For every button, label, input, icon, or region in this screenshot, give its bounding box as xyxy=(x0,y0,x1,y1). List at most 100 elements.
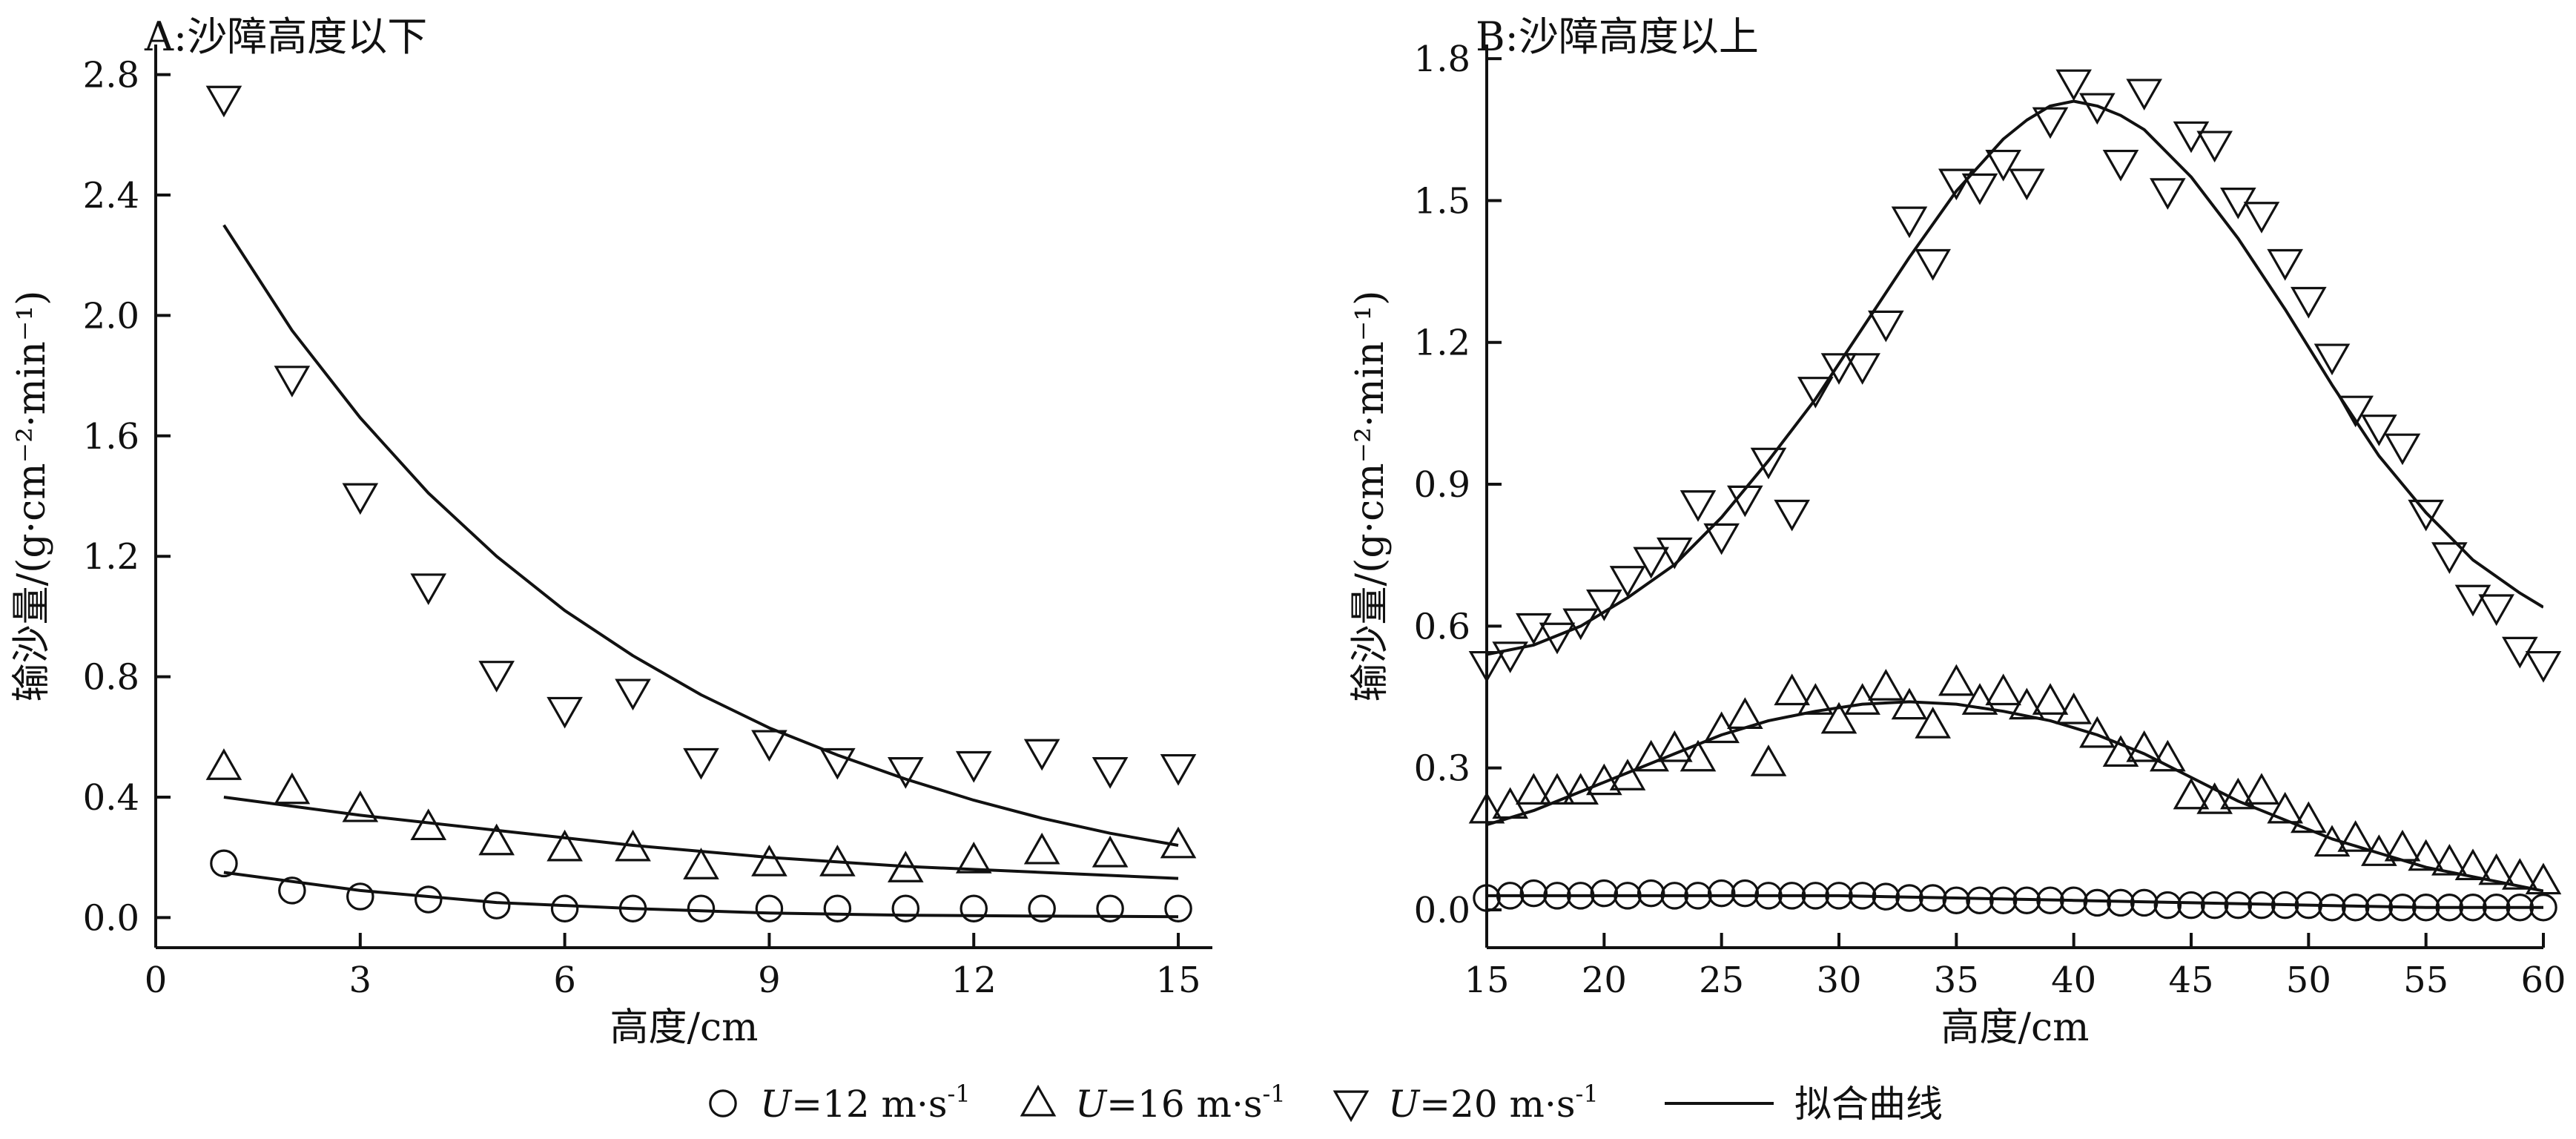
x-tick-label: 15 xyxy=(1464,960,1509,1001)
data-point-circle xyxy=(1848,882,1877,910)
legend-label: U=20 m·s-1 xyxy=(1388,1080,1599,1126)
x-tick-label: 15 xyxy=(1155,960,1201,1001)
data-point-triangle-down xyxy=(2102,149,2139,182)
data-point-triangle-down xyxy=(1160,753,1197,786)
data-point-circle xyxy=(1566,882,1595,910)
x-tick-label: 45 xyxy=(2168,960,2213,1001)
data-point-triangle-up xyxy=(2102,735,2139,767)
data-point-triangle-up xyxy=(615,829,651,862)
data-point-triangle-up xyxy=(546,829,583,862)
data-point-circle xyxy=(1966,886,1994,914)
y-tick-label: 1.8 xyxy=(1414,39,1470,80)
data-point-triangle-down xyxy=(2150,178,2186,210)
data-point-circle xyxy=(2435,894,2464,922)
y-tick-label: 0.0 xyxy=(1414,890,1470,931)
data-point-circle xyxy=(346,882,374,911)
data-point-triangle-down xyxy=(2196,131,2233,163)
data-point-circle xyxy=(1590,879,1619,908)
y-axis-label: 输沙量/(g·cm⁻²·min⁻¹) xyxy=(1348,291,1393,702)
y-tick-label: 2.0 xyxy=(83,295,139,337)
data-point-triangle-up xyxy=(1657,730,1693,762)
data-point-circle xyxy=(2248,891,2276,920)
fit-curve xyxy=(1487,99,2543,656)
y-tick-label: 1.2 xyxy=(1414,323,1470,364)
data-point-triangle-down xyxy=(205,85,242,118)
data-point-circle xyxy=(823,894,852,922)
x-tick-label: 25 xyxy=(1699,960,1744,1001)
panel-a-chart: 0.0 0.4 0.8 1.2 1.6 2.0 2.4 2.8 0 3 6 9 12 15 A:沙障高度以下… xyxy=(10,13,1212,1050)
data-point-triangle-up xyxy=(2150,739,2186,772)
data-point-triangle-down xyxy=(1774,499,1810,532)
data-point-triangle-down xyxy=(2009,168,2045,201)
x-tick-label: 6 xyxy=(553,960,576,1001)
data-point-circle xyxy=(414,885,443,914)
data-point-circle xyxy=(2270,891,2299,920)
data-point-circle xyxy=(755,894,784,922)
x-tick-label: 30 xyxy=(1816,960,1861,1001)
data-point-triangle-down xyxy=(615,679,651,711)
data-point-circle xyxy=(1684,882,1712,910)
data-point-circle xyxy=(550,894,579,922)
y-tick-label: 0.4 xyxy=(83,777,139,819)
data-point-triangle-up xyxy=(1985,673,2021,706)
fit-curve xyxy=(223,796,1179,880)
y-tick-label: 0.8 xyxy=(83,657,139,699)
data-point-circle xyxy=(1637,879,1665,908)
data-point-circle xyxy=(2529,894,2557,922)
data-point-triangle-up xyxy=(1562,773,1599,805)
data-point-circle xyxy=(1872,882,1900,911)
data-point-circle xyxy=(1614,882,1642,910)
data-point-triangle-down xyxy=(1820,353,1857,385)
data-point-circle xyxy=(1496,882,1525,910)
x-tick-label: 9 xyxy=(758,960,781,1001)
data-point-triangle-up xyxy=(1774,673,1810,706)
data-point-circle xyxy=(2036,886,2064,914)
data-point-triangle-down xyxy=(819,747,856,780)
data-point-circle xyxy=(1825,882,1853,910)
data-point-triangle-down xyxy=(1938,168,1975,201)
data-point-triangle-down xyxy=(1492,641,1528,673)
data-point-circle xyxy=(2059,886,2088,914)
data-point-triangle-up xyxy=(1915,707,1951,739)
data-point-circle xyxy=(2411,894,2440,922)
data-point-circle xyxy=(1543,882,1571,910)
data-point-triangle-up xyxy=(1820,701,1857,734)
data-point-triangle-down xyxy=(2454,584,2491,617)
x-tick-label: 60 xyxy=(2520,960,2566,1001)
data-point-circle xyxy=(278,876,306,905)
data-point-triangle-down xyxy=(342,483,379,515)
data-point-triangle-down xyxy=(887,757,924,789)
data-point-triangle-up xyxy=(1468,791,1505,824)
data-point-circle xyxy=(2341,894,2370,922)
data-point-circle xyxy=(2459,894,2487,922)
data-point-triangle-down xyxy=(683,747,719,780)
x-tick-label: 3 xyxy=(349,960,372,1001)
data-point-circle xyxy=(1707,879,1736,908)
data-point-triangle-up xyxy=(2032,683,2069,715)
data-point-triangle-down xyxy=(1797,377,1834,409)
data-point-circle xyxy=(1942,886,1971,914)
x-axis-label: 高度/cm xyxy=(610,1006,759,1050)
data-point-circle xyxy=(2294,891,2323,920)
data-point-triangle-up xyxy=(1023,832,1060,865)
data-point-triangle-up xyxy=(2454,848,2491,881)
y-tick-label: 1.6 xyxy=(83,416,139,458)
data-point-triangle-down xyxy=(2525,650,2562,683)
legend-label: U=12 m·s-1 xyxy=(760,1080,971,1126)
data-point-triangle-down xyxy=(1633,547,1669,579)
data-point-circle xyxy=(2083,888,2112,917)
data-point-triangle-down xyxy=(1092,757,1129,789)
fit-curve xyxy=(1487,700,2543,893)
data-point-triangle-up xyxy=(205,748,242,780)
data-point-circle xyxy=(1989,886,2018,914)
data-point-triangle-up xyxy=(1868,669,1904,701)
legend: U=12 m·s-1 U=16 m·s-1 U=20 m·s-1 拟合曲线 xyxy=(709,1080,1943,1126)
data-point-triangle-up xyxy=(1160,826,1197,859)
data-point-triangle-up xyxy=(2196,782,2233,814)
x-tick-label: 20 xyxy=(1582,960,1627,1001)
data-point-triangle-up xyxy=(2408,839,2444,871)
data-point-triangle-up xyxy=(887,851,924,882)
x-axis-label: 高度/cm xyxy=(1941,1006,2090,1050)
y-tick-label: 0.9 xyxy=(1414,464,1470,506)
